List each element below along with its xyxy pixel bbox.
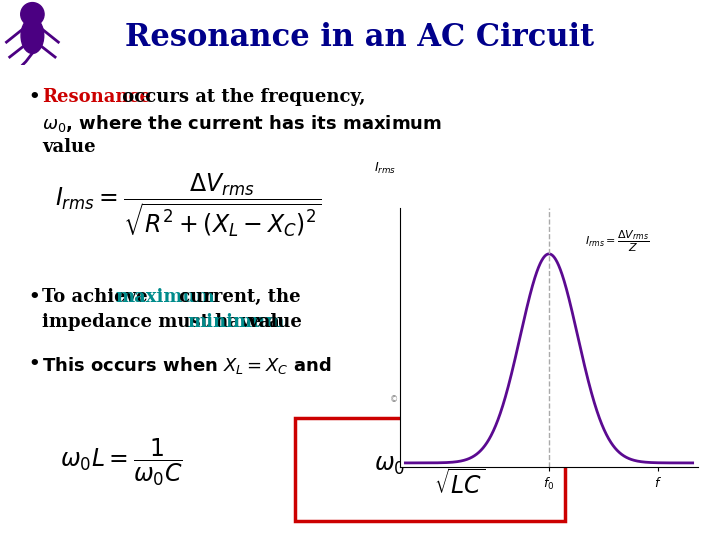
Text: This occurs when $\mathit{X_L} = \mathit{X_C}$ and: This occurs when $\mathit{X_L} = \mathit… [42,355,331,376]
Text: minimum: minimum [187,313,284,331]
Text: To achieve: To achieve [42,288,154,306]
Text: value: value [242,313,302,331]
Text: © 2008 Thomson  Brooks/Cole: © 2008 Thomson Brooks/Cole [390,395,518,404]
Text: •: • [28,355,40,373]
Ellipse shape [21,18,44,53]
Text: occurs at the frequency,: occurs at the frequency, [116,88,366,106]
Text: impedance must have a: impedance must have a [42,313,286,331]
Text: $I_{rms} = \dfrac{\Delta V_{rms}}{Z}$: $I_{rms} = \dfrac{\Delta V_{rms}}{Z}$ [585,228,649,254]
Text: maximum: maximum [115,288,215,306]
Circle shape [21,3,44,26]
Text: $\omega_0$, where the current has its maximum: $\omega_0$, where the current has its ma… [42,113,442,134]
Text: $\omega_0 L = \dfrac{1}{\omega_0 C}$: $\omega_0 L = \dfrac{1}{\omega_0 C}$ [60,436,183,488]
Text: Resonance: Resonance [42,88,151,106]
Text: •: • [28,88,40,106]
Text: Resonance in an AC Circuit: Resonance in an AC Circuit [125,23,595,53]
Text: $\omega_0 = \dfrac{1}{\sqrt{LC}}$: $\omega_0 = \dfrac{1}{\sqrt{LC}}$ [374,440,486,496]
Text: $I_{rms} = \dfrac{\Delta V_{rms}}{\sqrt{R^2 + (X_L - X_C)^2}}$: $I_{rms} = \dfrac{\Delta V_{rms}}{\sqrt{… [55,171,321,239]
Text: •: • [28,288,40,306]
Text: current, the: current, the [173,288,301,306]
Text: $I_{rms}$: $I_{rms}$ [374,161,397,177]
Text: value: value [42,138,96,156]
